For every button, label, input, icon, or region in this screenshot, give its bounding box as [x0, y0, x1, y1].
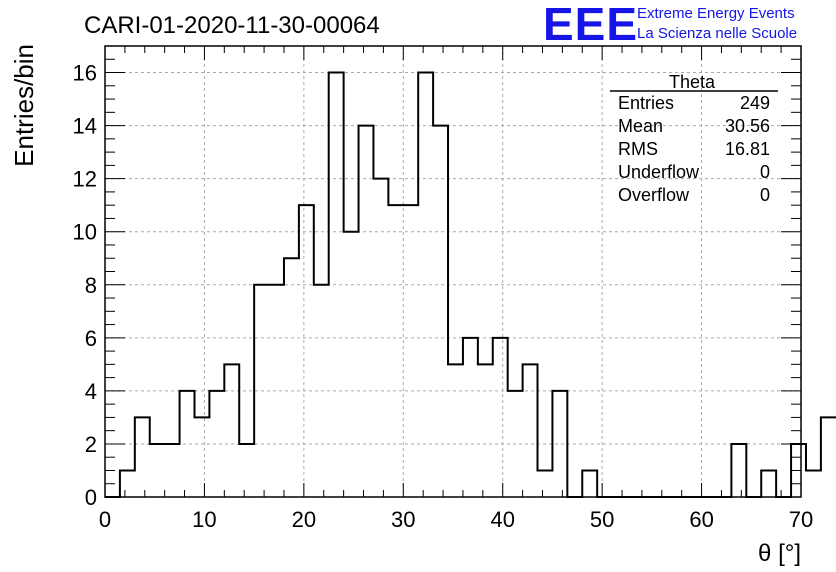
stats-label: RMS — [618, 139, 658, 159]
histogram-bin — [582, 470, 597, 497]
y-tick-label: 14 — [73, 114, 97, 139]
x-tick-label: 30 — [391, 507, 415, 532]
histogram-bin — [299, 205, 314, 497]
y-tick-label: 10 — [73, 220, 97, 245]
stats-value: 30.56 — [725, 116, 770, 136]
histogram-bin — [403, 205, 418, 497]
x-tick-label: 20 — [292, 507, 316, 532]
x-tick-label: 60 — [689, 507, 713, 532]
stats-value: 0 — [760, 185, 770, 205]
y-tick-label: 0 — [85, 485, 97, 510]
stats-label: Entries — [618, 93, 674, 113]
stats-title: Theta — [669, 72, 716, 92]
x-tick-label: 50 — [590, 507, 614, 532]
y-tick-label: 8 — [85, 273, 97, 298]
stats-label: Overflow — [618, 185, 690, 205]
histogram-bin — [150, 444, 165, 497]
x-axis-label: θ [°] — [758, 540, 801, 567]
histogram-bin — [120, 470, 135, 497]
histogram-bin — [552, 391, 567, 497]
logo-line-1: Extreme Energy Events — [637, 5, 795, 22]
plot-frame — [104, 45, 802, 498]
logo-line-2: La Scienza nelle Scuole — [637, 25, 798, 42]
histogram-bin — [538, 470, 553, 497]
histogram-bin — [344, 232, 359, 497]
histogram-bin — [493, 338, 508, 497]
x-tick-label: 10 — [192, 507, 216, 532]
histogram-bin — [433, 126, 448, 497]
histogram-bin — [806, 470, 821, 497]
eee-logo: EEE — [543, 0, 639, 50]
y-axis-label: Entries/bin — [9, 44, 39, 167]
x-tick-label: 40 — [490, 507, 514, 532]
y-tick-label: 12 — [73, 167, 97, 192]
histogram-bin — [359, 126, 374, 497]
histogram-bin — [135, 417, 150, 497]
stats-label: Mean — [618, 116, 663, 136]
stats-value: 16.81 — [725, 139, 770, 159]
stats-value: 249 — [740, 93, 770, 113]
histogram-bin — [448, 364, 463, 497]
stats-value: 0 — [760, 162, 770, 182]
y-tick-label: 2 — [85, 432, 97, 457]
histogram-bin — [761, 470, 776, 497]
y-tick-label: 6 — [85, 326, 97, 351]
histogram-bin — [239, 444, 254, 497]
y-tick-label: 4 — [85, 379, 97, 404]
x-tick-label: 70 — [789, 507, 813, 532]
histogram-bin — [523, 364, 538, 497]
x-tick-label: 0 — [99, 507, 111, 532]
histogram-bin — [478, 364, 493, 497]
stats-label: Underflow — [618, 162, 700, 182]
histogram-bin — [463, 338, 478, 497]
histogram-bin — [180, 391, 195, 497]
histogram-bin — [388, 205, 403, 497]
histogram-bin — [194, 417, 209, 497]
y-tick-label: 16 — [73, 61, 97, 86]
histogram-bin — [224, 364, 239, 497]
histogram-bin — [284, 258, 299, 497]
histogram-bin — [165, 444, 180, 497]
histogram-bin — [731, 444, 746, 497]
histogram-bin — [821, 417, 836, 497]
histogram-bin — [209, 391, 224, 497]
chart-title: CARI-01-2020-11-30-00064 — [84, 12, 380, 39]
